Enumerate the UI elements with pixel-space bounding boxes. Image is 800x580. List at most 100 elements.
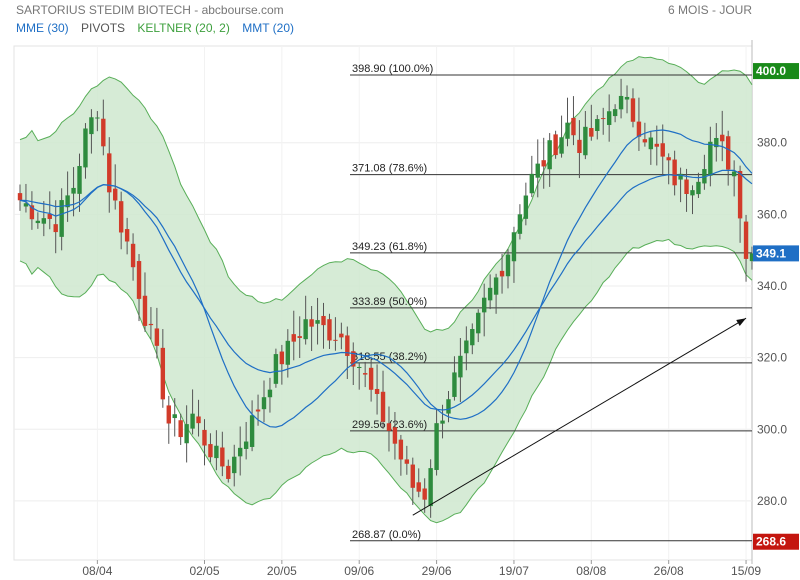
candle-up bbox=[702, 169, 707, 184]
x-tick-label: 15/09 bbox=[731, 564, 761, 578]
y-tick-label: 280.0 bbox=[757, 494, 787, 508]
x-tick-label: 08/08 bbox=[576, 564, 606, 578]
badge-value: 400.0 bbox=[756, 64, 786, 78]
candle-down bbox=[672, 159, 677, 186]
candle-up bbox=[89, 117, 94, 135]
candle-down bbox=[17, 193, 23, 201]
candle-up bbox=[708, 141, 713, 176]
legend-mme[interactable]: MME (30) bbox=[16, 21, 69, 35]
candle-down bbox=[380, 391, 386, 422]
candle-up bbox=[487, 287, 493, 301]
candle-down bbox=[160, 347, 166, 400]
trend-arrow-head bbox=[736, 318, 747, 326]
candle-up bbox=[273, 354, 279, 384]
legend-pivots[interactable]: PIVOTS bbox=[81, 21, 126, 35]
x-tick-label: 02/05 bbox=[189, 564, 219, 578]
candle-up bbox=[440, 420, 445, 424]
candle-down bbox=[107, 153, 112, 193]
candle-down bbox=[29, 205, 35, 220]
candle-down bbox=[148, 323, 154, 326]
candle-up bbox=[648, 137, 654, 150]
candle-up bbox=[517, 214, 523, 234]
candle-up bbox=[23, 203, 29, 207]
candle-up bbox=[267, 389, 273, 398]
price-badge-last: 349.1 bbox=[753, 245, 799, 262]
y-tick-label: 300.0 bbox=[757, 422, 787, 436]
candle-down bbox=[642, 139, 648, 143]
candle-down bbox=[589, 128, 594, 137]
candle-down bbox=[374, 388, 380, 394]
candle-down bbox=[130, 243, 136, 268]
candle-down bbox=[684, 179, 689, 195]
candle-down bbox=[154, 328, 160, 346]
mme-line bbox=[19, 169, 753, 411]
candle-up bbox=[678, 173, 683, 180]
candle-up bbox=[303, 319, 308, 340]
candle-down bbox=[553, 134, 558, 156]
candle-down bbox=[577, 139, 582, 154]
candle-down bbox=[660, 143, 665, 157]
keltner-band bbox=[20, 56, 752, 523]
candle-up bbox=[696, 181, 701, 195]
x-tick-label: 26/08 bbox=[654, 564, 684, 578]
badge-value: 268.6 bbox=[756, 535, 786, 549]
candle-down bbox=[47, 213, 52, 219]
y-tick-label: 320.0 bbox=[757, 351, 787, 365]
candle-down bbox=[255, 409, 261, 412]
candle-up bbox=[357, 366, 362, 368]
candle-down bbox=[339, 333, 344, 338]
period-label: 6 MOIS - JOUR bbox=[667, 3, 752, 17]
candle-up bbox=[559, 137, 564, 154]
candle-up bbox=[214, 445, 219, 459]
badge-bg bbox=[753, 245, 799, 262]
candle-down bbox=[422, 488, 427, 500]
legend-mmt[interactable]: MMT (20) bbox=[242, 21, 294, 35]
candle-down bbox=[666, 157, 671, 161]
candle-up bbox=[41, 218, 47, 224]
candle-down bbox=[142, 295, 148, 326]
x-tick-label: 09/06 bbox=[344, 564, 374, 578]
candle-up bbox=[428, 468, 433, 507]
candle-up bbox=[261, 397, 267, 410]
candle-up bbox=[458, 355, 463, 378]
candle-down bbox=[196, 416, 201, 424]
candle-up bbox=[595, 119, 600, 131]
candle-up bbox=[452, 372, 457, 397]
candle-up bbox=[749, 253, 755, 262]
candle-up bbox=[470, 329, 475, 346]
x-tick-label: 08/04 bbox=[82, 564, 112, 578]
trend-line bbox=[412, 317, 747, 516]
y-tick-label: 380.0 bbox=[757, 136, 787, 150]
candle-up bbox=[59, 200, 64, 237]
candle-up bbox=[690, 190, 695, 196]
mmt-line bbox=[19, 129, 753, 428]
legend: MME (30) PIVOTS KELTNER (20, 2) MMT (20) bbox=[16, 21, 303, 35]
candle-up bbox=[505, 254, 511, 277]
candle-down bbox=[327, 319, 332, 341]
candle-down bbox=[113, 188, 118, 201]
candle-up bbox=[535, 163, 540, 178]
candle-up bbox=[172, 414, 177, 419]
candle-down bbox=[345, 335, 350, 356]
candle-down bbox=[202, 429, 207, 446]
candle-up bbox=[547, 140, 552, 170]
y-tick-label: 360.0 bbox=[757, 207, 787, 221]
keltner-upper bbox=[19, 56, 753, 333]
candle-up bbox=[71, 187, 76, 194]
candle-up bbox=[315, 320, 320, 324]
candle-down bbox=[398, 439, 404, 460]
fib-level-label: 371.08 (78.6%) bbox=[352, 163, 427, 175]
candle-down bbox=[166, 405, 171, 424]
candle-down bbox=[208, 444, 213, 458]
candle-down bbox=[571, 117, 576, 136]
legend-keltner[interactable]: KELTNER (20, 2) bbox=[137, 21, 230, 35]
candle-down bbox=[416, 482, 421, 492]
candle-up bbox=[434, 423, 439, 470]
candle-down bbox=[743, 221, 749, 259]
candle-down bbox=[291, 334, 296, 342]
candle-up bbox=[606, 111, 612, 125]
candle-down bbox=[499, 270, 505, 277]
keltner-lower bbox=[19, 238, 753, 524]
candle-down bbox=[368, 367, 374, 390]
